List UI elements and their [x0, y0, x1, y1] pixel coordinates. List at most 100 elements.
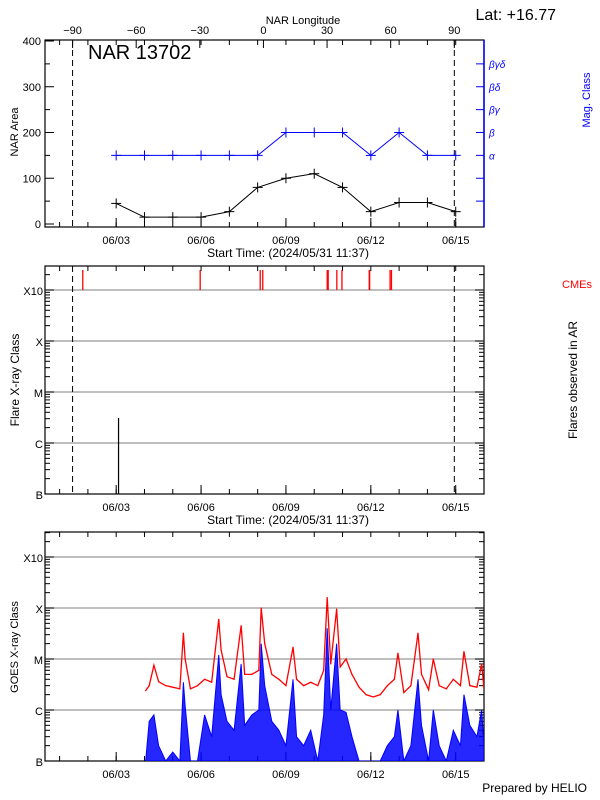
goes-long-point — [483, 688, 484, 690]
x-tick-label: 06/15 — [442, 769, 470, 781]
goes-long-point — [264, 643, 266, 645]
top-axis-title: NAR Longitude — [266, 15, 341, 27]
nar-area-point — [394, 197, 405, 208]
nar-area-point — [422, 197, 433, 208]
x-tick-label: 06/03 — [102, 502, 130, 514]
mag-class-point — [252, 150, 263, 161]
longitude-tick-label: 90 — [448, 25, 460, 37]
region-label: NAR 13702 — [88, 42, 191, 64]
goes-long-point — [379, 694, 381, 696]
plot-frame — [44, 265, 485, 495]
mag-class-point — [167, 150, 178, 161]
mag-class-point — [309, 127, 320, 138]
goes-long-point — [172, 686, 174, 688]
x-tick-label: 06/06 — [187, 235, 215, 247]
mag-class-point — [196, 150, 207, 161]
goes-long-point — [339, 666, 341, 668]
middle-xlabel: Start Time: (2024/05/31 11:37) — [207, 513, 369, 527]
longitude-tick-label: 60 — [385, 25, 397, 37]
goes-long-point — [292, 646, 294, 648]
goes-long-point — [220, 649, 222, 651]
nar-area-point — [196, 212, 207, 223]
nar-area-point — [280, 173, 291, 184]
nar-area-point — [252, 182, 263, 193]
goes-long-point — [432, 658, 434, 660]
nar-area-point — [139, 212, 150, 223]
y-tick-label: M — [34, 655, 43, 667]
goes-long-point — [310, 681, 312, 683]
mag-class-tick-label: α — [489, 151, 495, 162]
goes-long-point — [271, 673, 273, 675]
goes-long-point — [179, 688, 181, 690]
goes-long-point — [365, 694, 367, 696]
goes-long-point — [386, 685, 388, 687]
goes-long-point — [336, 608, 338, 610]
nar-area-axis-label: NAR Area — [9, 107, 21, 157]
goes-long-point — [260, 607, 262, 609]
nar-area-point — [337, 182, 348, 193]
goes-long-point — [351, 673, 353, 675]
goes-long-point — [397, 652, 399, 654]
nar-area-point — [224, 206, 235, 217]
mag-class-point — [394, 127, 405, 138]
nar-area-point — [111, 198, 122, 209]
y-tick-label: 0 — [35, 219, 41, 231]
goes-long-point — [244, 673, 246, 675]
y-tick-label: X10 — [23, 286, 43, 298]
y-tick-label: X — [36, 604, 44, 616]
goes-long-point — [285, 685, 287, 687]
goes-long-point — [251, 673, 253, 675]
top-xlabel: Start Time: (2024/05/31 11:37) — [207, 246, 369, 260]
longitude-tick-label: 0 — [260, 25, 266, 37]
goes-long-point — [317, 685, 319, 687]
x-tick-label: 06/12 — [357, 235, 385, 247]
x-tick-label: 06/03 — [102, 769, 130, 781]
goes-long-point — [211, 681, 213, 683]
goes-long-point — [481, 663, 483, 665]
mag-class-point — [337, 127, 348, 138]
goes-long-point — [438, 685, 440, 687]
goes-long-point — [145, 690, 147, 692]
longitude-tick-label: −90 — [63, 25, 82, 37]
cmes-label: CMEs — [562, 279, 592, 291]
latitude-label: Lat: +16.77 — [475, 7, 556, 24]
y-tick-label: C — [35, 706, 43, 718]
x-tick-label: 06/09 — [272, 235, 300, 247]
mag-class-tick-label: βδ — [488, 83, 501, 94]
y-tick-label: B — [36, 757, 43, 769]
goes-long-point — [278, 678, 280, 680]
goes-long-point — [295, 678, 298, 680]
mag-class-axis-label: Mag. Class — [581, 72, 593, 128]
mag-class-point — [450, 150, 461, 161]
y-tick-label: 200 — [23, 128, 41, 140]
mag-class-point — [224, 150, 235, 161]
goes-long-point — [452, 678, 454, 680]
goes-long-point — [196, 685, 199, 687]
mag-class-point — [365, 150, 376, 161]
y-tick-label: X — [36, 337, 44, 349]
goes-long-point — [258, 669, 260, 671]
x-tick-label: 06/15 — [442, 502, 470, 514]
goes-long-point — [153, 664, 155, 666]
goes-long-point — [403, 691, 405, 694]
goes-long-point — [323, 669, 325, 671]
mag-class-point — [280, 127, 291, 138]
nar-area-point — [365, 206, 376, 217]
goes-long-point — [417, 632, 419, 634]
goes-long-point — [184, 658, 186, 660]
y-tick-label: X10 — [23, 553, 43, 565]
y-tick-label: C — [35, 439, 43, 451]
goes-long-point — [148, 685, 150, 687]
flare-axis-label: Flare X-ray Class — [8, 334, 22, 427]
longitude-tick-label: −60 — [127, 25, 146, 37]
x-tick-label: 06/09 — [272, 769, 300, 781]
goes-long-point — [182, 632, 184, 634]
goes-long-point — [240, 625, 242, 627]
goes-long-point — [463, 650, 465, 653]
plot-frame — [44, 39, 485, 228]
mag-class-point — [422, 150, 433, 161]
nar-area-point — [167, 212, 178, 223]
goes-long-point — [226, 676, 228, 678]
mag-class-point — [139, 150, 150, 161]
goes-long-point — [372, 696, 374, 698]
